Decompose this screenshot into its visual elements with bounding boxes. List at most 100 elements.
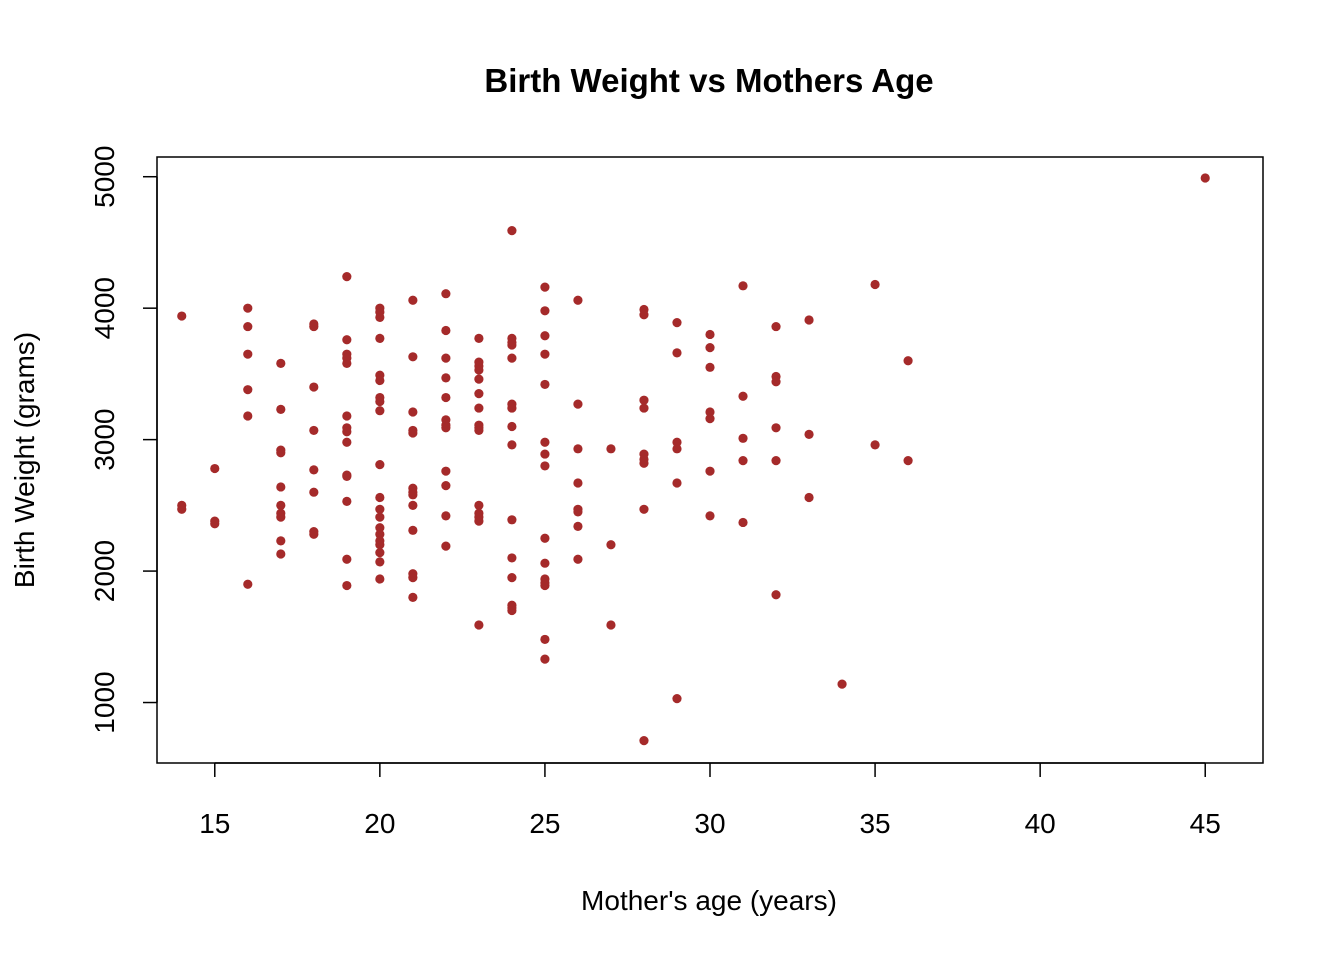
data-point	[243, 411, 253, 421]
data-point	[441, 481, 451, 491]
data-point	[243, 321, 253, 332]
data-point	[507, 340, 517, 350]
plot-area-frame	[156, 156, 1264, 764]
data-point	[408, 592, 418, 602]
data-point	[705, 407, 715, 417]
data-point	[507, 553, 517, 563]
data-point	[441, 373, 451, 383]
data-point	[639, 736, 649, 746]
data-point	[771, 377, 781, 387]
data-point	[540, 306, 550, 316]
data-point	[474, 403, 484, 413]
data-point	[342, 496, 352, 507]
data-point	[243, 385, 253, 395]
data-point	[408, 573, 418, 583]
data-point	[408, 490, 418, 500]
y-tick-label: 1000	[89, 671, 120, 733]
data-point	[1200, 173, 1210, 183]
data-point	[375, 523, 385, 533]
data-point	[375, 548, 385, 558]
data-point	[408, 295, 418, 305]
data-point	[573, 478, 583, 488]
data-point	[375, 333, 385, 344]
data-point	[672, 693, 682, 704]
data-point	[672, 348, 682, 358]
data-point	[573, 554, 583, 564]
data-point	[210, 519, 220, 529]
x-tick-label: 15	[199, 808, 230, 839]
data-point	[474, 425, 484, 436]
data-point	[408, 407, 418, 417]
data-point	[606, 620, 616, 630]
data-point	[474, 333, 484, 344]
data-point	[441, 392, 451, 403]
data-point	[276, 512, 286, 522]
data-point	[540, 379, 550, 390]
data-point	[540, 349, 550, 359]
data-point	[375, 312, 385, 322]
y-tick-label: 4000	[89, 277, 120, 339]
data-point	[507, 353, 517, 363]
data-point	[342, 554, 352, 564]
data-point	[738, 456, 748, 466]
data-point	[441, 511, 451, 521]
data-point	[276, 536, 286, 546]
data-point	[705, 511, 715, 521]
data-point	[276, 500, 286, 510]
data-point	[375, 406, 385, 416]
data-point	[705, 343, 715, 353]
data-point	[540, 461, 550, 471]
data-point	[837, 679, 847, 689]
data-point	[738, 281, 748, 291]
data-point	[276, 482, 286, 492]
data-point	[903, 456, 913, 466]
data-point	[309, 529, 319, 539]
data-point	[672, 444, 682, 454]
data-point	[606, 444, 616, 454]
data-point	[705, 362, 715, 372]
data-point	[243, 303, 253, 313]
data-point	[441, 325, 451, 336]
data-point	[177, 311, 187, 321]
data-point	[540, 449, 550, 459]
data-point	[276, 448, 286, 458]
data-point	[606, 540, 616, 550]
data-point	[342, 335, 352, 345]
data-point	[738, 433, 748, 443]
data-point	[441, 423, 451, 433]
y-tick-label: 3000	[89, 408, 120, 470]
data-point	[540, 580, 550, 591]
data-point	[771, 423, 781, 433]
data-point	[276, 404, 286, 414]
x-tick-label: 35	[859, 808, 890, 839]
data-point	[375, 375, 385, 386]
data-point	[573, 444, 583, 454]
data-point	[474, 374, 484, 384]
y-tick-label: 5000	[89, 146, 120, 208]
data-point	[738, 391, 748, 401]
data-point	[507, 421, 517, 432]
data-point	[474, 389, 484, 399]
data-point	[804, 492, 814, 503]
x-tick-label: 25	[529, 808, 560, 839]
data-point	[870, 279, 880, 290]
data-point	[639, 504, 649, 514]
data-point	[309, 382, 319, 392]
data-point	[375, 574, 385, 584]
data-point	[507, 403, 517, 413]
data-point	[507, 440, 517, 450]
data-point	[375, 540, 385, 550]
chart-title: Birth Weight vs Mothers Age	[484, 62, 933, 99]
data-point	[309, 321, 319, 332]
data-point	[540, 437, 550, 447]
data-point	[276, 358, 286, 368]
data-point	[705, 413, 715, 424]
data-point	[903, 356, 913, 366]
data-point	[540, 533, 550, 543]
data-point	[441, 541, 451, 551]
data-point	[243, 579, 253, 589]
data-point	[540, 331, 550, 341]
data-point	[870, 440, 880, 450]
data-point	[309, 425, 319, 436]
